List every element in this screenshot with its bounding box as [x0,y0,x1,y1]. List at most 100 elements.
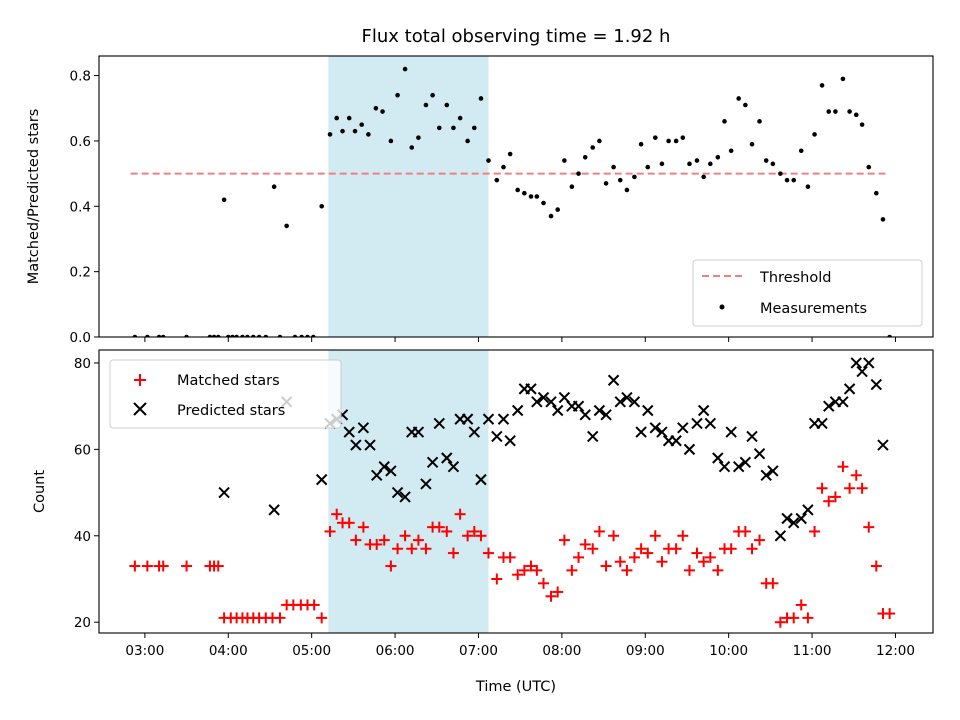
measurements-point [359,122,365,127]
measurements-point [812,132,817,137]
measurements-point [234,334,239,337]
matched-stars-point [649,530,661,542]
matched-stars-point [324,525,336,537]
matched-stars-point [587,543,599,555]
measurements-point [722,119,727,124]
measurements-point [263,334,269,337]
measurements-point [859,122,865,127]
top-y-tick-label: 0.8 [70,69,91,85]
predicted-stars-point [600,409,612,421]
predicted-stars-point [746,430,758,443]
predicted-stars-point [461,413,474,425]
measurements-point [457,115,463,121]
matched-stars-point [712,564,724,576]
predicted-stars-point [447,460,460,473]
measurements-point [880,217,886,222]
measurements-point [478,96,484,101]
measurements-point [515,187,520,193]
matched-stars-point [670,543,682,555]
measurements-point [436,125,442,131]
matched-stars-point [725,543,737,555]
matched-stars-point [600,560,612,572]
measurements-point [590,145,596,150]
bottom-frame [98,349,934,634]
predicted-stars-point [497,413,510,425]
top-y-tick-label: 0.0 [70,330,91,346]
legend-measurements-swatch [719,304,725,310]
top-legend-box [692,259,923,327]
matched-stars-point [566,564,578,576]
x-axis-label: Time (UTC) [475,679,556,695]
measurements-point [430,92,435,98]
predicted-stars-point [399,491,411,503]
matched-stars-point [628,551,640,563]
measurements-point [221,197,227,203]
matched-stars-point [385,560,397,572]
measurements-point [873,190,879,196]
measurements-point [402,66,408,72]
predicted-stars-point [642,404,654,417]
matched-stars-point [462,530,474,542]
bottom-y-tick-label: 40 [74,529,91,545]
predicted-stars-point [420,478,432,490]
measurements-point [770,161,776,167]
predicted-stars-point [670,435,682,447]
bottom-x-tick-label: 11:00 [793,643,832,659]
measurements-point [292,334,298,337]
matched-stars-point [870,560,882,572]
predicted-stars-point [482,413,495,425]
matched-stars-point [308,599,320,611]
measurements-point [184,334,189,337]
predicted-stars-point [545,396,557,408]
matched-stars-point [558,534,570,546]
measurements-point [207,334,213,337]
matched-stars-point [343,517,355,529]
predicted-stars-point [614,396,626,408]
measurements-point [701,174,706,180]
measurements-point [311,334,316,337]
predicted-stars-point [823,400,835,412]
matched-stars-point [433,521,445,533]
measurements-point [826,109,832,114]
predicted-stars-point [856,365,868,378]
measurements-point [334,115,339,121]
measurements-point [215,334,221,337]
matched-stars-point [683,564,695,576]
bottom-x-tick-label: 03:00 [125,643,164,659]
predicted-stars-point [704,417,717,430]
predicted-stars-point [468,426,481,438]
predicted-stars-point [767,465,779,477]
matched-stars-point [552,586,564,598]
measurements-point [749,141,755,147]
matched-stars-point [642,547,654,559]
measurements-point [380,109,385,114]
measurements-point [645,164,651,170]
matched-stars-point [350,534,362,546]
predicted-stars-point [593,404,606,417]
predicted-stars-point [656,426,668,438]
measurements-point [715,154,721,160]
measurements-point [853,112,859,118]
measurements-point [352,128,358,134]
measurements-point [507,151,513,157]
matched-stars-point [788,612,800,624]
bottom-x-tick-label: 05:00 [292,643,331,659]
measurements-point [299,334,304,337]
matched-stars-point [491,573,503,585]
predicted-stars-point [572,400,585,412]
matched-stars-point [691,547,703,559]
matched-stars-point [531,564,543,576]
measurements-point [256,334,262,337]
measurements-point [240,334,245,337]
predicted-stars-point [343,426,355,438]
matched-stars-point [573,551,585,563]
measurements-point [472,125,477,131]
measurements-point [211,334,217,337]
legend-predicted-swatch [133,402,147,416]
chart-title: Flux total observing time = 1.92 h [362,26,671,47]
measurements-point [132,334,138,337]
predicted-stars-point [837,396,849,408]
measurements-point [494,177,500,183]
measurements-point [555,207,560,212]
matched-stars-point [420,543,432,555]
